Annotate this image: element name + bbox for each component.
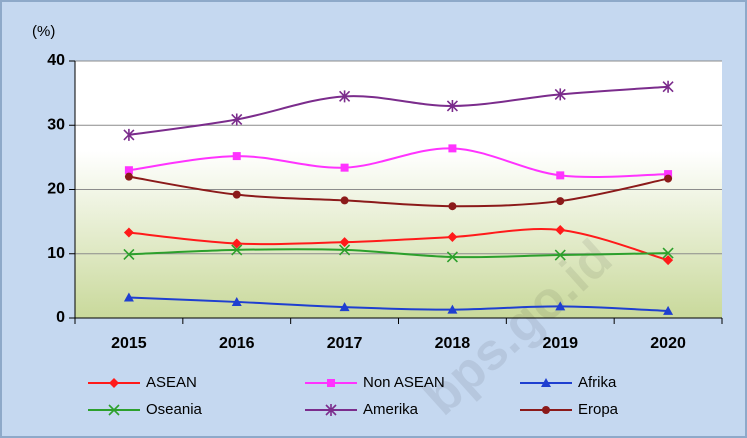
marker: [231, 244, 243, 256]
marker: [325, 404, 337, 416]
marker: [109, 378, 119, 388]
marker: [124, 166, 133, 175]
y-axis-label: (%): [32, 23, 55, 40]
x-tick-label: 2018: [435, 335, 471, 352]
y-tick-label: 30: [47, 116, 65, 133]
marker: [339, 237, 350, 248]
marker: [339, 244, 351, 256]
marker: [664, 174, 673, 183]
marker: [662, 80, 674, 93]
marker: [327, 379, 335, 387]
marker: [231, 238, 242, 249]
series-line: [128, 85, 669, 136]
marker: [448, 144, 457, 153]
legend-label: Eropa: [578, 401, 619, 418]
series-line: [128, 296, 669, 312]
legend-label: ASEAN: [146, 374, 197, 391]
marker: [123, 248, 135, 260]
marker: [555, 224, 566, 235]
marker: [339, 302, 350, 312]
marker: [123, 227, 134, 238]
marker: [446, 99, 458, 112]
x-tick-label: 2015: [111, 335, 147, 352]
series-line: [128, 228, 669, 262]
y-tick-label: 10: [47, 245, 65, 262]
marker: [554, 88, 566, 101]
marker: [108, 404, 120, 416]
marker: [231, 296, 242, 306]
series-line: [128, 147, 669, 179]
y-tick-label: 20: [47, 181, 65, 198]
marker: [556, 171, 565, 180]
marker: [232, 190, 241, 199]
legend-label: Oseania: [146, 401, 203, 418]
x-tick-label: 2020: [650, 335, 686, 352]
x-tick-label: 2017: [327, 335, 363, 352]
marker: [541, 378, 551, 387]
series-line: [128, 248, 669, 259]
marker: [448, 202, 457, 211]
marker: [340, 163, 349, 172]
marker: [662, 247, 674, 259]
marker: [663, 305, 674, 315]
legend-label: Amerika: [363, 401, 419, 418]
marker: [556, 197, 565, 206]
marker: [124, 172, 133, 181]
marker: [446, 251, 458, 263]
legend-label: Non ASEAN: [363, 374, 445, 391]
series-line: [128, 175, 669, 208]
marker: [447, 232, 458, 243]
marker: [123, 128, 135, 141]
marker: [123, 292, 134, 302]
marker: [231, 113, 243, 126]
marker: [232, 152, 241, 161]
x-tick-label: 2019: [542, 335, 578, 352]
legend-label: Afrika: [578, 374, 617, 391]
marker: [555, 301, 566, 311]
y-tick-label: 40: [47, 52, 65, 69]
marker: [554, 249, 566, 261]
marker: [664, 170, 673, 179]
x-tick-label: 2016: [219, 335, 255, 352]
marker: [340, 196, 349, 205]
marker: [447, 304, 458, 314]
marker: [542, 406, 550, 414]
marker: [339, 90, 351, 103]
marker: [663, 255, 674, 266]
y-tick-label: 0: [56, 309, 65, 326]
